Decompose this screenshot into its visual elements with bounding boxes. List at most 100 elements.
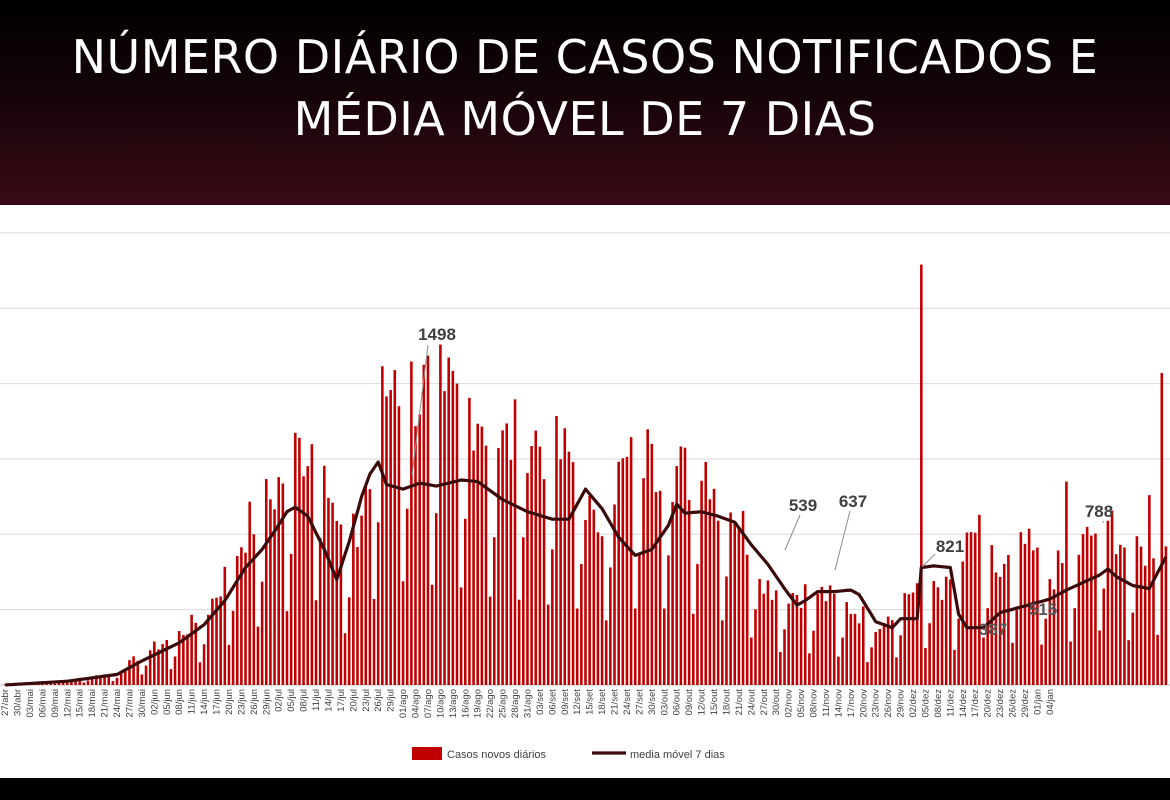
daily-cases-bar [708,499,712,685]
daily-cases-bar [186,634,189,685]
daily-cases-bar [107,673,111,685]
daily-cases-bar [779,652,782,685]
x-tick-label: 09/out [684,689,695,716]
x-tick-label: 04/jan [1045,689,1056,715]
daily-cases-bar [381,366,384,685]
daily-cases-bar [397,406,401,685]
daily-cases-bar [526,473,529,685]
x-tick-label: 03/out [659,689,670,716]
chart-panel: 1498 539 637 821 788 387 515 27/abr 30/abr 03/ma… [0,205,1170,778]
daily-cases-bar [343,633,347,685]
daily-cases-bar [1011,642,1014,685]
daily-cases-bar [791,593,795,685]
daily-cases-bar [928,623,931,685]
x-tick-label: 24/set [622,689,633,715]
daily-cases-bar [886,616,890,685]
daily-cases-bar [327,497,330,685]
x-tick-label: 18/out [722,689,733,716]
daily-cases-bar [289,553,293,685]
daily-cases-bar [911,592,915,685]
x-tick-label: 17/jun [212,689,223,715]
daily-cases-bar [758,579,761,685]
daily-cases-bar [1056,550,1060,685]
daily-cases-bar [385,396,388,685]
x-tick-label: 12/set [572,689,583,715]
x-tick-label: 05/dez [921,689,932,718]
x-tick-label: 23/dez [995,689,1006,718]
x-tick-label: 08/dez [933,689,944,718]
daily-cases-bar [973,532,977,685]
daily-cases-bar [294,432,297,685]
daily-cases-bar [621,458,625,685]
annotation-label: 788 [1085,502,1113,521]
daily-cases-bar [501,430,504,685]
daily-cases-bar [1048,579,1052,685]
x-tick-label: 20/nov [858,689,869,718]
daily-cases-bar [837,656,840,685]
daily-cases-bar [907,594,911,685]
daily-cases-bar [936,587,940,685]
daily-cases-bar [211,598,214,685]
x-tick-label: 18/set [597,689,608,715]
moving-average-line-group [4,460,1168,687]
daily-cases-bar [244,552,247,685]
x-tick-label: 14/dez [958,689,969,718]
daily-cases-bar [509,459,513,685]
daily-cases-bar [542,479,546,685]
daily-cases-bar [870,647,873,685]
daily-cases-bar [74,679,77,685]
x-tick-label: 23/jun [236,689,247,715]
x-tick-label: 29/dez [1020,689,1031,718]
daily-cases-bar [571,462,575,685]
annotation-leader [834,510,851,571]
x-tick-label: 11/dez [945,689,956,717]
daily-cases-bar [144,665,148,685]
annotation-label: 1498 [418,325,456,344]
x-tick-label: 11/jun [187,689,198,714]
daily-cases-bar [252,534,256,685]
daily-cases-bar [957,618,960,685]
daily-cases-bar [721,620,724,685]
x-tick-label: 21/set [610,689,621,715]
daily-cases-bar [774,590,778,685]
daily-cases-bar [128,660,131,685]
daily-cases-bar [994,572,998,685]
daily-cases-bar [845,602,848,685]
daily-cases-bar [1065,481,1068,685]
daily-cases-bar [356,547,359,685]
x-tick-label: 17/dez [970,689,981,718]
daily-cases-bar [161,644,164,685]
daily-cases-bar [264,479,268,685]
daily-cases-chart: 1498 539 637 821 788 387 515 27/abr 30/abr 03/ma… [0,232,1170,761]
daily-cases-bar [1031,550,1035,685]
daily-cases-bar [795,595,799,685]
x-tick-label: 23/nov [871,689,882,718]
x-tick-label: 08/jun [174,689,185,715]
daily-cases-bar [182,634,185,685]
daily-cases-bar [281,483,285,685]
daily-cases-bar [463,518,467,685]
daily-cases-bar [787,603,790,685]
daily-cases-bar [459,587,463,685]
daily-cases-bar [352,513,355,685]
daily-cases-bar [861,606,865,685]
daily-cases-bar [1143,565,1147,685]
daily-cases-bar [667,555,670,685]
x-tick-label: 10/ago [435,689,446,718]
header-band: NÚMERO DIÁRIO DE CASOS NOTIFICADOS E MÉD… [0,0,1170,205]
daily-cases-bar [1152,558,1155,685]
daily-cases-bar [986,608,989,685]
daily-cases-bar [841,637,844,685]
daily-cases-bar [393,370,397,685]
daily-cases-bar [696,564,699,685]
daily-cases-bar [1090,535,1093,685]
x-tick-label: 07/ago [423,689,434,718]
daily-cases-bar [173,656,177,685]
daily-cases-bar [1069,641,1072,685]
daily-cases-bar [1052,589,1056,685]
daily-cases-bar [828,585,832,685]
bottom-border [0,778,1170,800]
daily-cases-bar [891,620,894,685]
daily-cases-bar [849,613,853,685]
daily-cases-bar [285,611,289,685]
